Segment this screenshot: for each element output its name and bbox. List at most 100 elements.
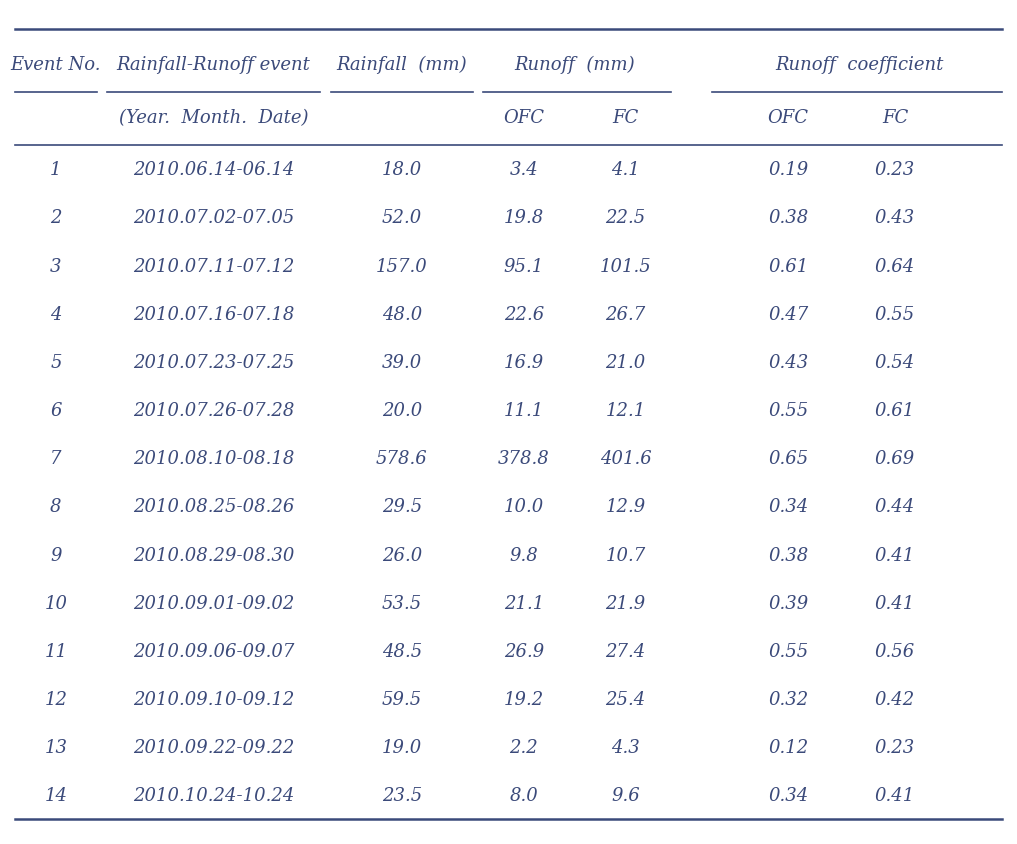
Text: 2010.08.10-08.18: 2010.08.10-08.18 xyxy=(133,450,294,468)
Text: 52.0: 52.0 xyxy=(381,209,422,227)
Text: 20.0: 20.0 xyxy=(381,402,422,419)
Text: 378.8: 378.8 xyxy=(498,450,549,468)
Text: 3: 3 xyxy=(50,257,62,275)
Text: 0.42: 0.42 xyxy=(875,690,915,708)
Text: Runoff  (mm): Runoff (mm) xyxy=(515,56,635,74)
Text: 0.54: 0.54 xyxy=(875,354,915,371)
Text: 10.0: 10.0 xyxy=(503,498,544,516)
Text: 2: 2 xyxy=(50,209,62,227)
Text: 2010.07.16-07.18: 2010.07.16-07.18 xyxy=(133,306,294,323)
Text: 0.55: 0.55 xyxy=(875,306,915,323)
Text: 0.38: 0.38 xyxy=(768,546,809,564)
Text: 26.7: 26.7 xyxy=(605,306,646,323)
Text: 0.34: 0.34 xyxy=(768,498,809,516)
Text: Event No.: Event No. xyxy=(11,56,101,74)
Text: 0.41: 0.41 xyxy=(875,546,915,564)
Text: 0.65: 0.65 xyxy=(768,450,809,468)
Text: 0.55: 0.55 xyxy=(768,402,809,419)
Text: 0.39: 0.39 xyxy=(768,594,809,612)
Text: 2010.09.22-09.22: 2010.09.22-09.22 xyxy=(133,738,294,756)
Text: 12.9: 12.9 xyxy=(605,498,646,516)
Text: 26.9: 26.9 xyxy=(503,642,544,660)
Text: 4.1: 4.1 xyxy=(611,161,640,179)
Text: 0.43: 0.43 xyxy=(875,209,915,227)
Text: FC: FC xyxy=(882,109,908,127)
Text: 11.1: 11.1 xyxy=(503,402,544,419)
Text: 157.0: 157.0 xyxy=(376,257,427,275)
Text: 2010.08.25-08.26: 2010.08.25-08.26 xyxy=(133,498,294,516)
Text: 0.47: 0.47 xyxy=(768,306,809,323)
Text: Rainfall  (mm): Rainfall (mm) xyxy=(337,56,467,74)
Text: 0.12: 0.12 xyxy=(768,738,809,756)
Text: 22.5: 22.5 xyxy=(605,209,646,227)
Text: 0.23: 0.23 xyxy=(875,161,915,179)
Text: Rainfall-Runoff event: Rainfall-Runoff event xyxy=(117,56,310,74)
Text: 29.5: 29.5 xyxy=(381,498,422,516)
Text: 101.5: 101.5 xyxy=(600,257,651,275)
Text: 0.41: 0.41 xyxy=(875,594,915,612)
Text: 39.0: 39.0 xyxy=(381,354,422,371)
Text: 10: 10 xyxy=(45,594,67,612)
Text: 2010.09.01-09.02: 2010.09.01-09.02 xyxy=(133,594,294,612)
Text: 0.44: 0.44 xyxy=(875,498,915,516)
Text: 0.61: 0.61 xyxy=(875,402,915,419)
Text: FC: FC xyxy=(612,109,639,127)
Text: 6: 6 xyxy=(50,402,62,419)
Text: 2010.07.26-07.28: 2010.07.26-07.28 xyxy=(133,402,294,419)
Text: 4.3: 4.3 xyxy=(611,738,640,756)
Text: 3.4: 3.4 xyxy=(510,161,538,179)
Text: 9: 9 xyxy=(50,546,62,564)
Text: 22.6: 22.6 xyxy=(503,306,544,323)
Text: 59.5: 59.5 xyxy=(381,690,422,708)
Text: 4: 4 xyxy=(50,306,62,323)
Text: 0.55: 0.55 xyxy=(768,642,809,660)
Text: OFC: OFC xyxy=(768,109,809,127)
Text: 19.0: 19.0 xyxy=(381,738,422,756)
Text: 9.8: 9.8 xyxy=(510,546,538,564)
Text: 18.0: 18.0 xyxy=(381,161,422,179)
Text: 8: 8 xyxy=(50,498,62,516)
Text: 2010.08.29-08.30: 2010.08.29-08.30 xyxy=(133,546,294,564)
Text: 0.34: 0.34 xyxy=(768,787,809,804)
Text: 21.1: 21.1 xyxy=(503,594,544,612)
Text: 5: 5 xyxy=(50,354,62,371)
Text: 23.5: 23.5 xyxy=(381,787,422,804)
Text: 2010.09.06-09.07: 2010.09.06-09.07 xyxy=(133,642,294,660)
Text: 53.5: 53.5 xyxy=(381,594,422,612)
Text: 0.32: 0.32 xyxy=(768,690,809,708)
Text: 2010.09.10-09.12: 2010.09.10-09.12 xyxy=(133,690,294,708)
Text: 14: 14 xyxy=(45,787,67,804)
Text: 0.69: 0.69 xyxy=(875,450,915,468)
Text: 19.8: 19.8 xyxy=(503,209,544,227)
Text: 2010.06.14-06.14: 2010.06.14-06.14 xyxy=(133,161,294,179)
Text: 12: 12 xyxy=(45,690,67,708)
Text: 0.38: 0.38 xyxy=(768,209,809,227)
Text: 0.61: 0.61 xyxy=(768,257,809,275)
Text: 0.23: 0.23 xyxy=(875,738,915,756)
Text: 9.6: 9.6 xyxy=(611,787,640,804)
Text: 0.56: 0.56 xyxy=(875,642,915,660)
Text: 2010.10.24-10.24: 2010.10.24-10.24 xyxy=(133,787,294,804)
Text: 2010.07.02-07.05: 2010.07.02-07.05 xyxy=(133,209,294,227)
Text: 26.0: 26.0 xyxy=(381,546,422,564)
Text: 8.0: 8.0 xyxy=(510,787,538,804)
Text: 48.0: 48.0 xyxy=(381,306,422,323)
Text: 11: 11 xyxy=(45,642,67,660)
Text: 2.2: 2.2 xyxy=(510,738,538,756)
Text: 25.4: 25.4 xyxy=(605,690,646,708)
Text: 0.64: 0.64 xyxy=(875,257,915,275)
Text: 27.4: 27.4 xyxy=(605,642,646,660)
Text: OFC: OFC xyxy=(503,109,544,127)
Text: 10.7: 10.7 xyxy=(605,546,646,564)
Text: 578.6: 578.6 xyxy=(376,450,427,468)
Text: 12.1: 12.1 xyxy=(605,402,646,419)
Text: 7: 7 xyxy=(50,450,62,468)
Text: 2010.07.11-07.12: 2010.07.11-07.12 xyxy=(133,257,294,275)
Text: Runoff  coefficient: Runoff coefficient xyxy=(775,56,944,74)
Text: 16.9: 16.9 xyxy=(503,354,544,371)
Text: 0.43: 0.43 xyxy=(768,354,809,371)
Text: 21.9: 21.9 xyxy=(605,594,646,612)
Text: 2010.07.23-07.25: 2010.07.23-07.25 xyxy=(133,354,294,371)
Text: 21.0: 21.0 xyxy=(605,354,646,371)
Text: 0.19: 0.19 xyxy=(768,161,809,179)
